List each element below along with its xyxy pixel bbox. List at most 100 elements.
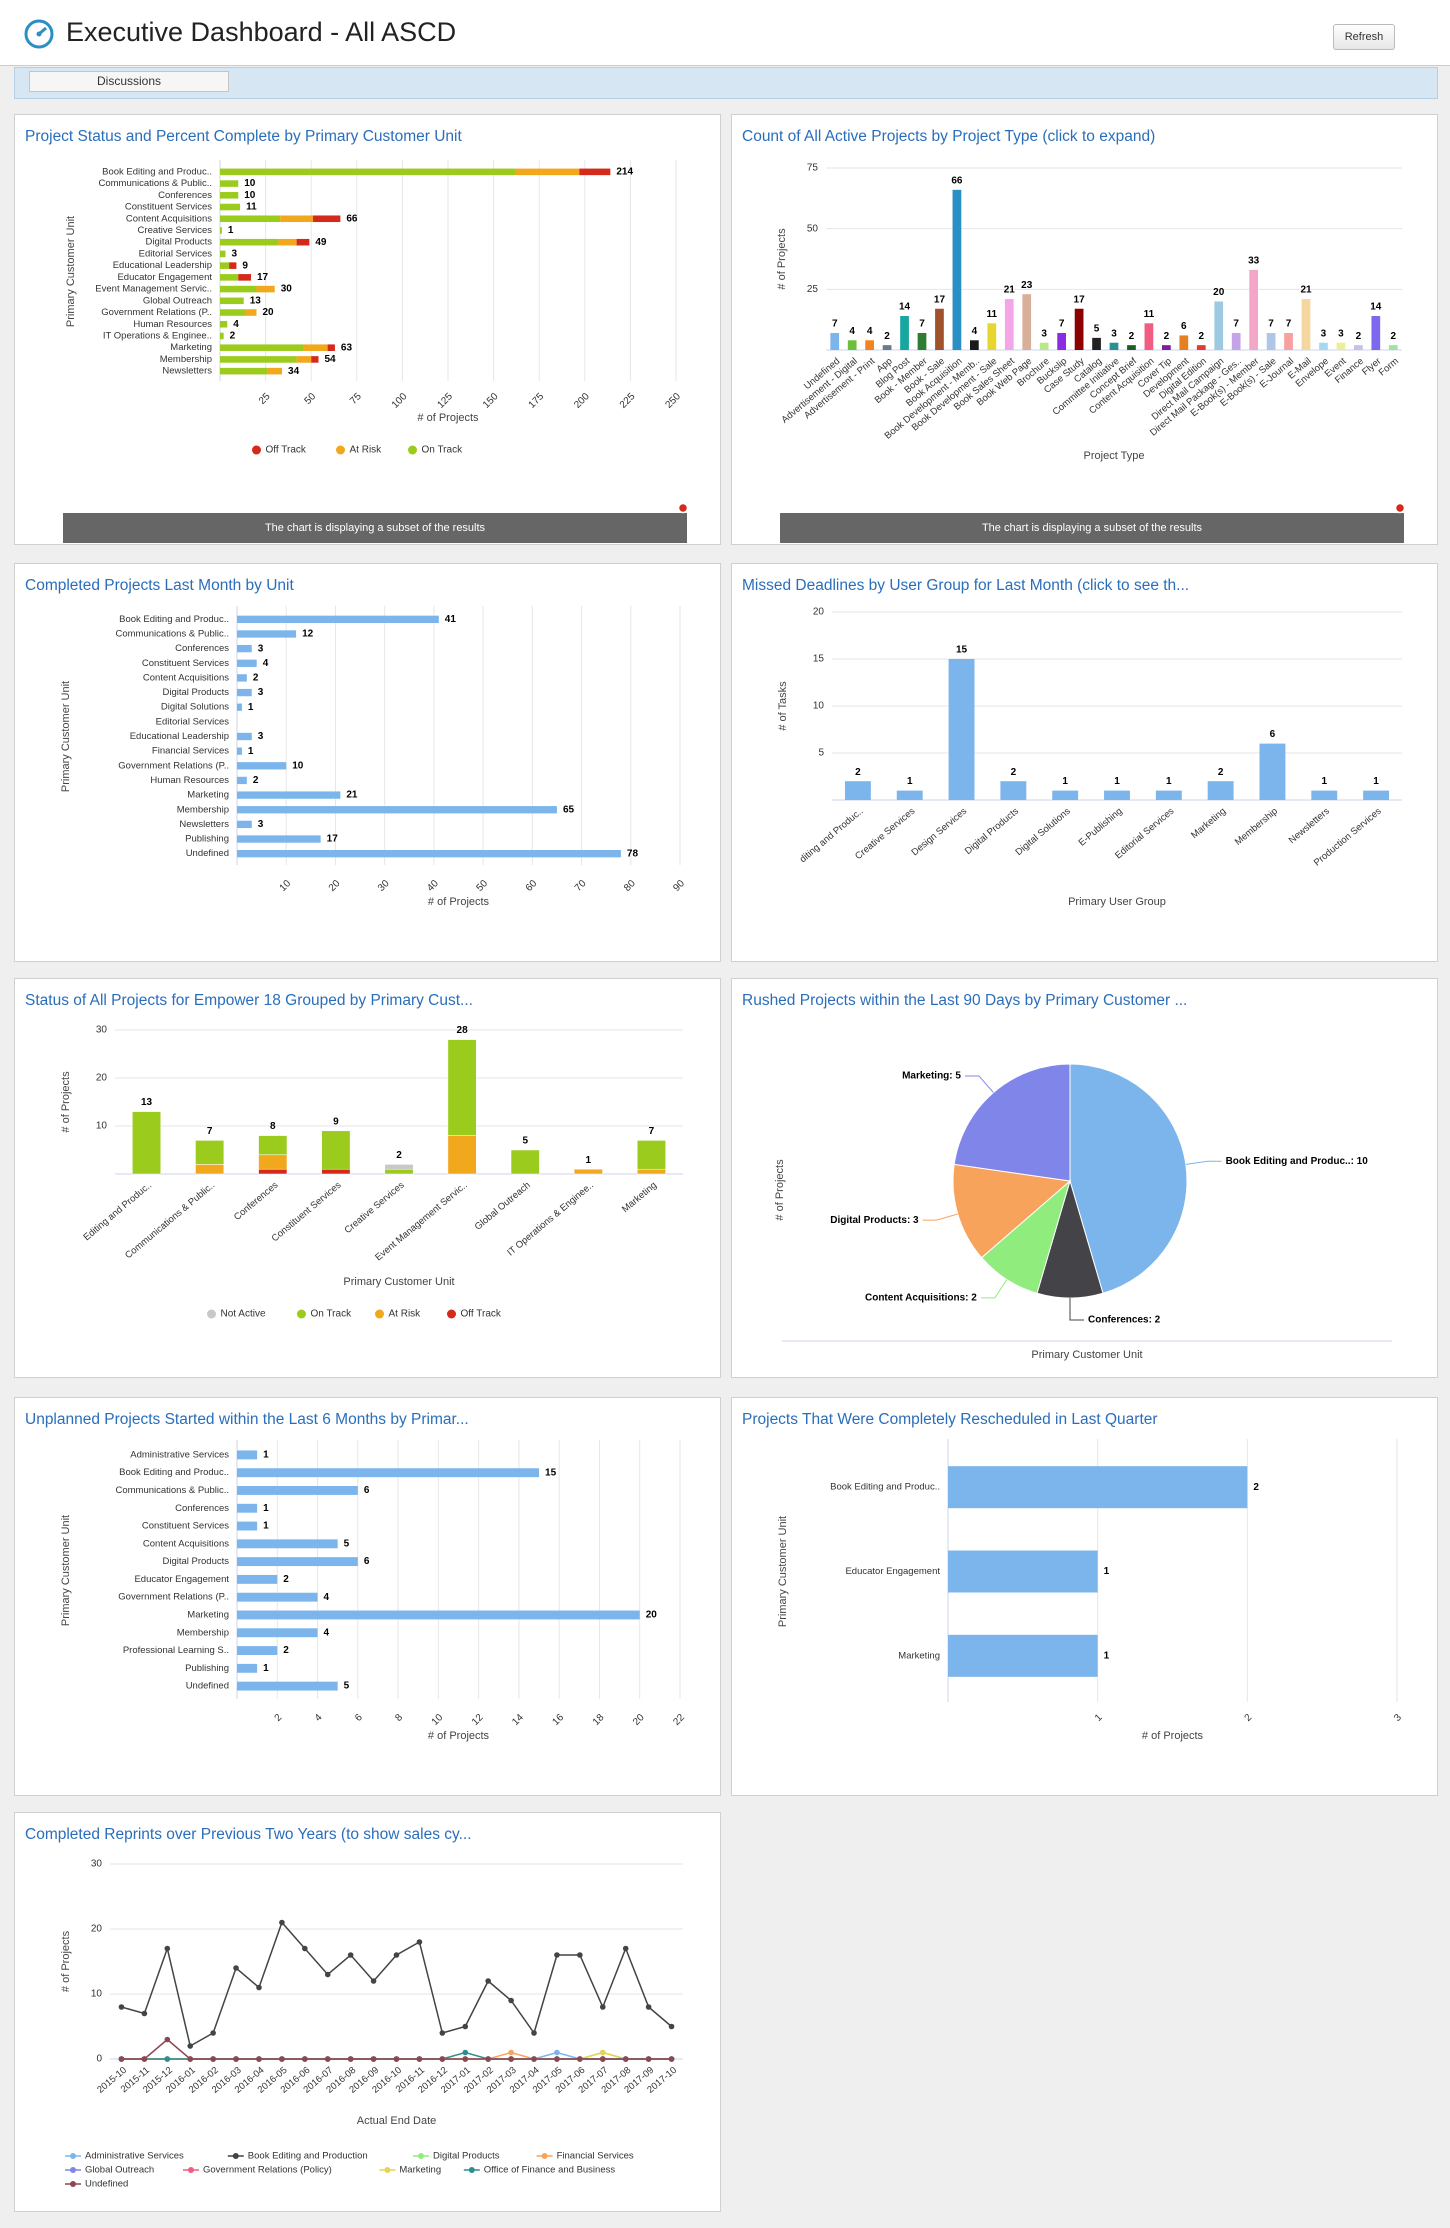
bar — [970, 340, 979, 350]
y-category-label: Marketing — [898, 1650, 940, 1661]
y-tick-label: 30 — [96, 1025, 108, 1036]
bar-segment — [278, 238, 297, 246]
chart-title: Project Status and Percent Complete by P… — [25, 128, 462, 145]
tab[interactable]: Discussions — [29, 71, 229, 92]
value-label: 3 — [1111, 328, 1117, 339]
line-marker — [508, 2049, 514, 2056]
y-tick-label: 15 — [813, 654, 825, 665]
bar-segment — [220, 168, 516, 176]
bar — [237, 762, 287, 770]
bar — [237, 806, 557, 814]
bar — [948, 1634, 1098, 1677]
bar-segment — [573, 1168, 603, 1175]
y-category-label: Government Relations (P.. — [118, 1592, 229, 1603]
value-label: 17 — [1074, 294, 1086, 305]
value-label: 2 — [283, 1645, 289, 1656]
bar — [237, 820, 252, 829]
line-marker — [599, 2049, 606, 2056]
label-connector — [1069, 1298, 1084, 1321]
refresh-button[interactable]: Refresh — [1333, 24, 1395, 50]
value-label: 7 — [832, 319, 838, 330]
value-label: 21 — [346, 790, 358, 801]
bar — [237, 1503, 258, 1513]
bar-segment — [311, 356, 319, 363]
value-label: 5 — [344, 1681, 350, 1692]
legend-marker — [188, 2167, 194, 2173]
y-category-label: Undefined — [186, 848, 229, 859]
y-category-label: Digital Solutions — [161, 702, 229, 713]
x-category-label: Form — [1377, 356, 1401, 379]
bar-segment — [258, 1135, 288, 1156]
chart: Status of All Projects for Empower 18 Gr… — [25, 992, 683, 1320]
value-label: 66 — [951, 175, 963, 186]
value-label: 5 — [1094, 324, 1100, 335]
legend-label: At Risk — [350, 445, 383, 456]
legend-marker — [384, 2167, 391, 2173]
x-category-label: E-Publishing — [1077, 806, 1125, 849]
x-axis-title: Project Type — [1084, 450, 1145, 462]
x-tick-label: 16 — [551, 1712, 567, 1728]
x-tick-label: 150 — [481, 391, 501, 411]
value-label: 3 — [258, 819, 264, 830]
bar — [237, 1486, 358, 1495]
value-label: 3 — [1041, 328, 1047, 339]
bar — [237, 674, 247, 682]
line-marker — [210, 2030, 216, 2036]
bar — [844, 781, 871, 800]
y-axis-title: # of Projects — [774, 1159, 786, 1221]
value-label: 20 — [1213, 287, 1225, 298]
y-category-label: Creative Services — [138, 225, 213, 236]
dashboard-icon — [24, 19, 54, 49]
line-marker — [599, 2056, 606, 2062]
value-label: 1 — [907, 776, 913, 787]
chart-title: Missed Deadlines by User Group for Last … — [742, 577, 1189, 594]
line-marker — [668, 2056, 675, 2062]
bar-segment — [195, 1164, 225, 1175]
legend-label: Undefined — [85, 2179, 128, 2190]
value-label: 5 — [344, 1538, 350, 1549]
x-axis-title: # of Projects — [428, 896, 490, 908]
value-label: 7 — [1268, 319, 1274, 330]
value-label: 3 — [258, 731, 264, 742]
y-category-label: Professional Learning S.. — [123, 1645, 229, 1656]
total-label: 30 — [281, 284, 293, 295]
total-label: 49 — [315, 237, 327, 248]
bar — [1196, 345, 1206, 350]
value-label: 2 — [1164, 331, 1170, 342]
value-label: 4 — [972, 326, 978, 337]
bar — [1144, 323, 1154, 350]
x-axis-title: Actual End Date — [357, 2115, 437, 2127]
line-marker — [164, 2056, 171, 2062]
bar — [1284, 333, 1293, 350]
y-category-label: Book Editing and Produc.. — [830, 1482, 940, 1493]
x-category-label: Marketing — [1189, 806, 1228, 841]
line-marker — [531, 2056, 537, 2062]
y-axis-title: Primary Customer Unit — [60, 1515, 72, 1626]
x-tick-label: 80 — [622, 878, 638, 894]
bar — [1074, 308, 1084, 350]
legend-label: At Risk — [389, 1309, 422, 1320]
x-tick-label: 90 — [671, 878, 687, 894]
bar-segment — [220, 309, 246, 316]
chart-title: Rushed Projects within the Last 90 Days … — [742, 992, 1187, 1009]
chart: Missed Deadlines by User Group for Last … — [742, 577, 1402, 908]
bar-segment — [258, 1154, 288, 1170]
y-category-label: Conferences — [158, 190, 212, 201]
bar-segment — [220, 250, 226, 258]
x-tick-label: 50 — [474, 878, 490, 894]
subset-note-bar — [63, 513, 687, 543]
total-label: 63 — [341, 342, 353, 353]
value-label: 1 — [1104, 1566, 1110, 1577]
y-category-label: Publishing — [185, 834, 229, 845]
value-label: 6 — [1270, 729, 1276, 740]
line-marker — [187, 2043, 194, 2049]
value-label: 11 — [1144, 309, 1155, 320]
line-marker — [462, 2049, 469, 2056]
value-label: 2 — [1218, 767, 1224, 778]
bar-segment — [280, 215, 314, 223]
x-tick-label: 8 — [393, 1712, 405, 1724]
bar — [237, 850, 621, 858]
bar-segment — [220, 356, 297, 363]
value-label: 7 — [919, 319, 925, 330]
y-category-label: Educator Engagement — [845, 1566, 940, 1577]
